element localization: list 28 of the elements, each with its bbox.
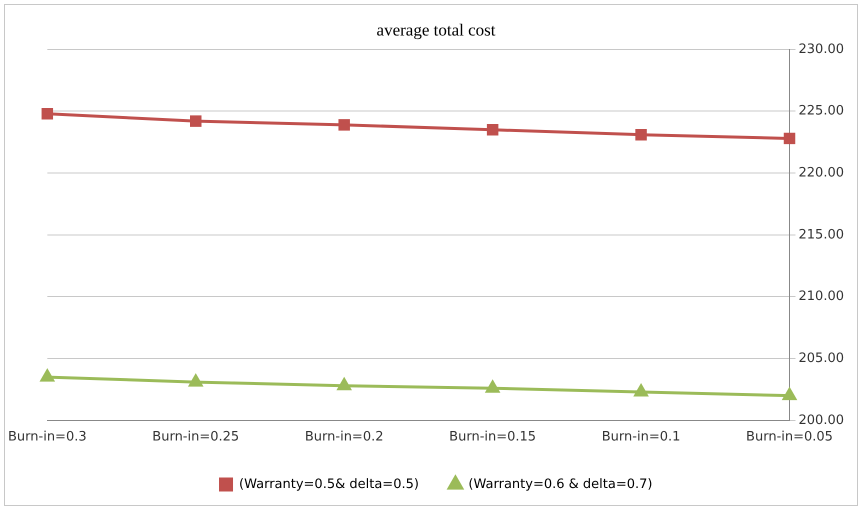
point	[486, 124, 498, 136]
point	[338, 119, 350, 131]
legend-label: (Warranty=0.5& delta=0.5)	[239, 476, 419, 492]
y-tick-label: 215.00	[798, 227, 844, 242]
point	[42, 108, 54, 120]
y-tick-label: 220.00	[798, 165, 844, 180]
point	[634, 384, 648, 396]
point	[486, 380, 500, 393]
legend-label: (Warranty=0.6 & delta=0.7)	[468, 476, 652, 492]
y-tick-label: 225.00	[798, 104, 844, 119]
y-tick-label: 210.00	[798, 289, 844, 304]
y-tick-label: 230.00	[798, 42, 844, 57]
x-tick-label: Burn-in=0.15	[449, 430, 536, 445]
x-tick-label: Burn-in=0.1	[602, 430, 680, 445]
x-tick-label: Burn-in=0.05	[746, 430, 833, 445]
y-tick-label: 200.00	[798, 412, 844, 428]
chart-title: average total cost	[376, 20, 496, 40]
point	[635, 128, 647, 140]
point	[40, 370, 54, 382]
point	[337, 378, 351, 390]
point	[782, 388, 796, 400]
x-tick-label: Burn-in=0.25	[152, 430, 240, 445]
point	[189, 374, 202, 387]
x-tick-label: Burn-in=0.3	[8, 430, 87, 445]
x-tick-label: Burn-in=0.2	[304, 430, 384, 445]
point	[190, 115, 202, 127]
point	[784, 132, 796, 144]
y-tick-label: 205.00	[798, 350, 844, 366]
